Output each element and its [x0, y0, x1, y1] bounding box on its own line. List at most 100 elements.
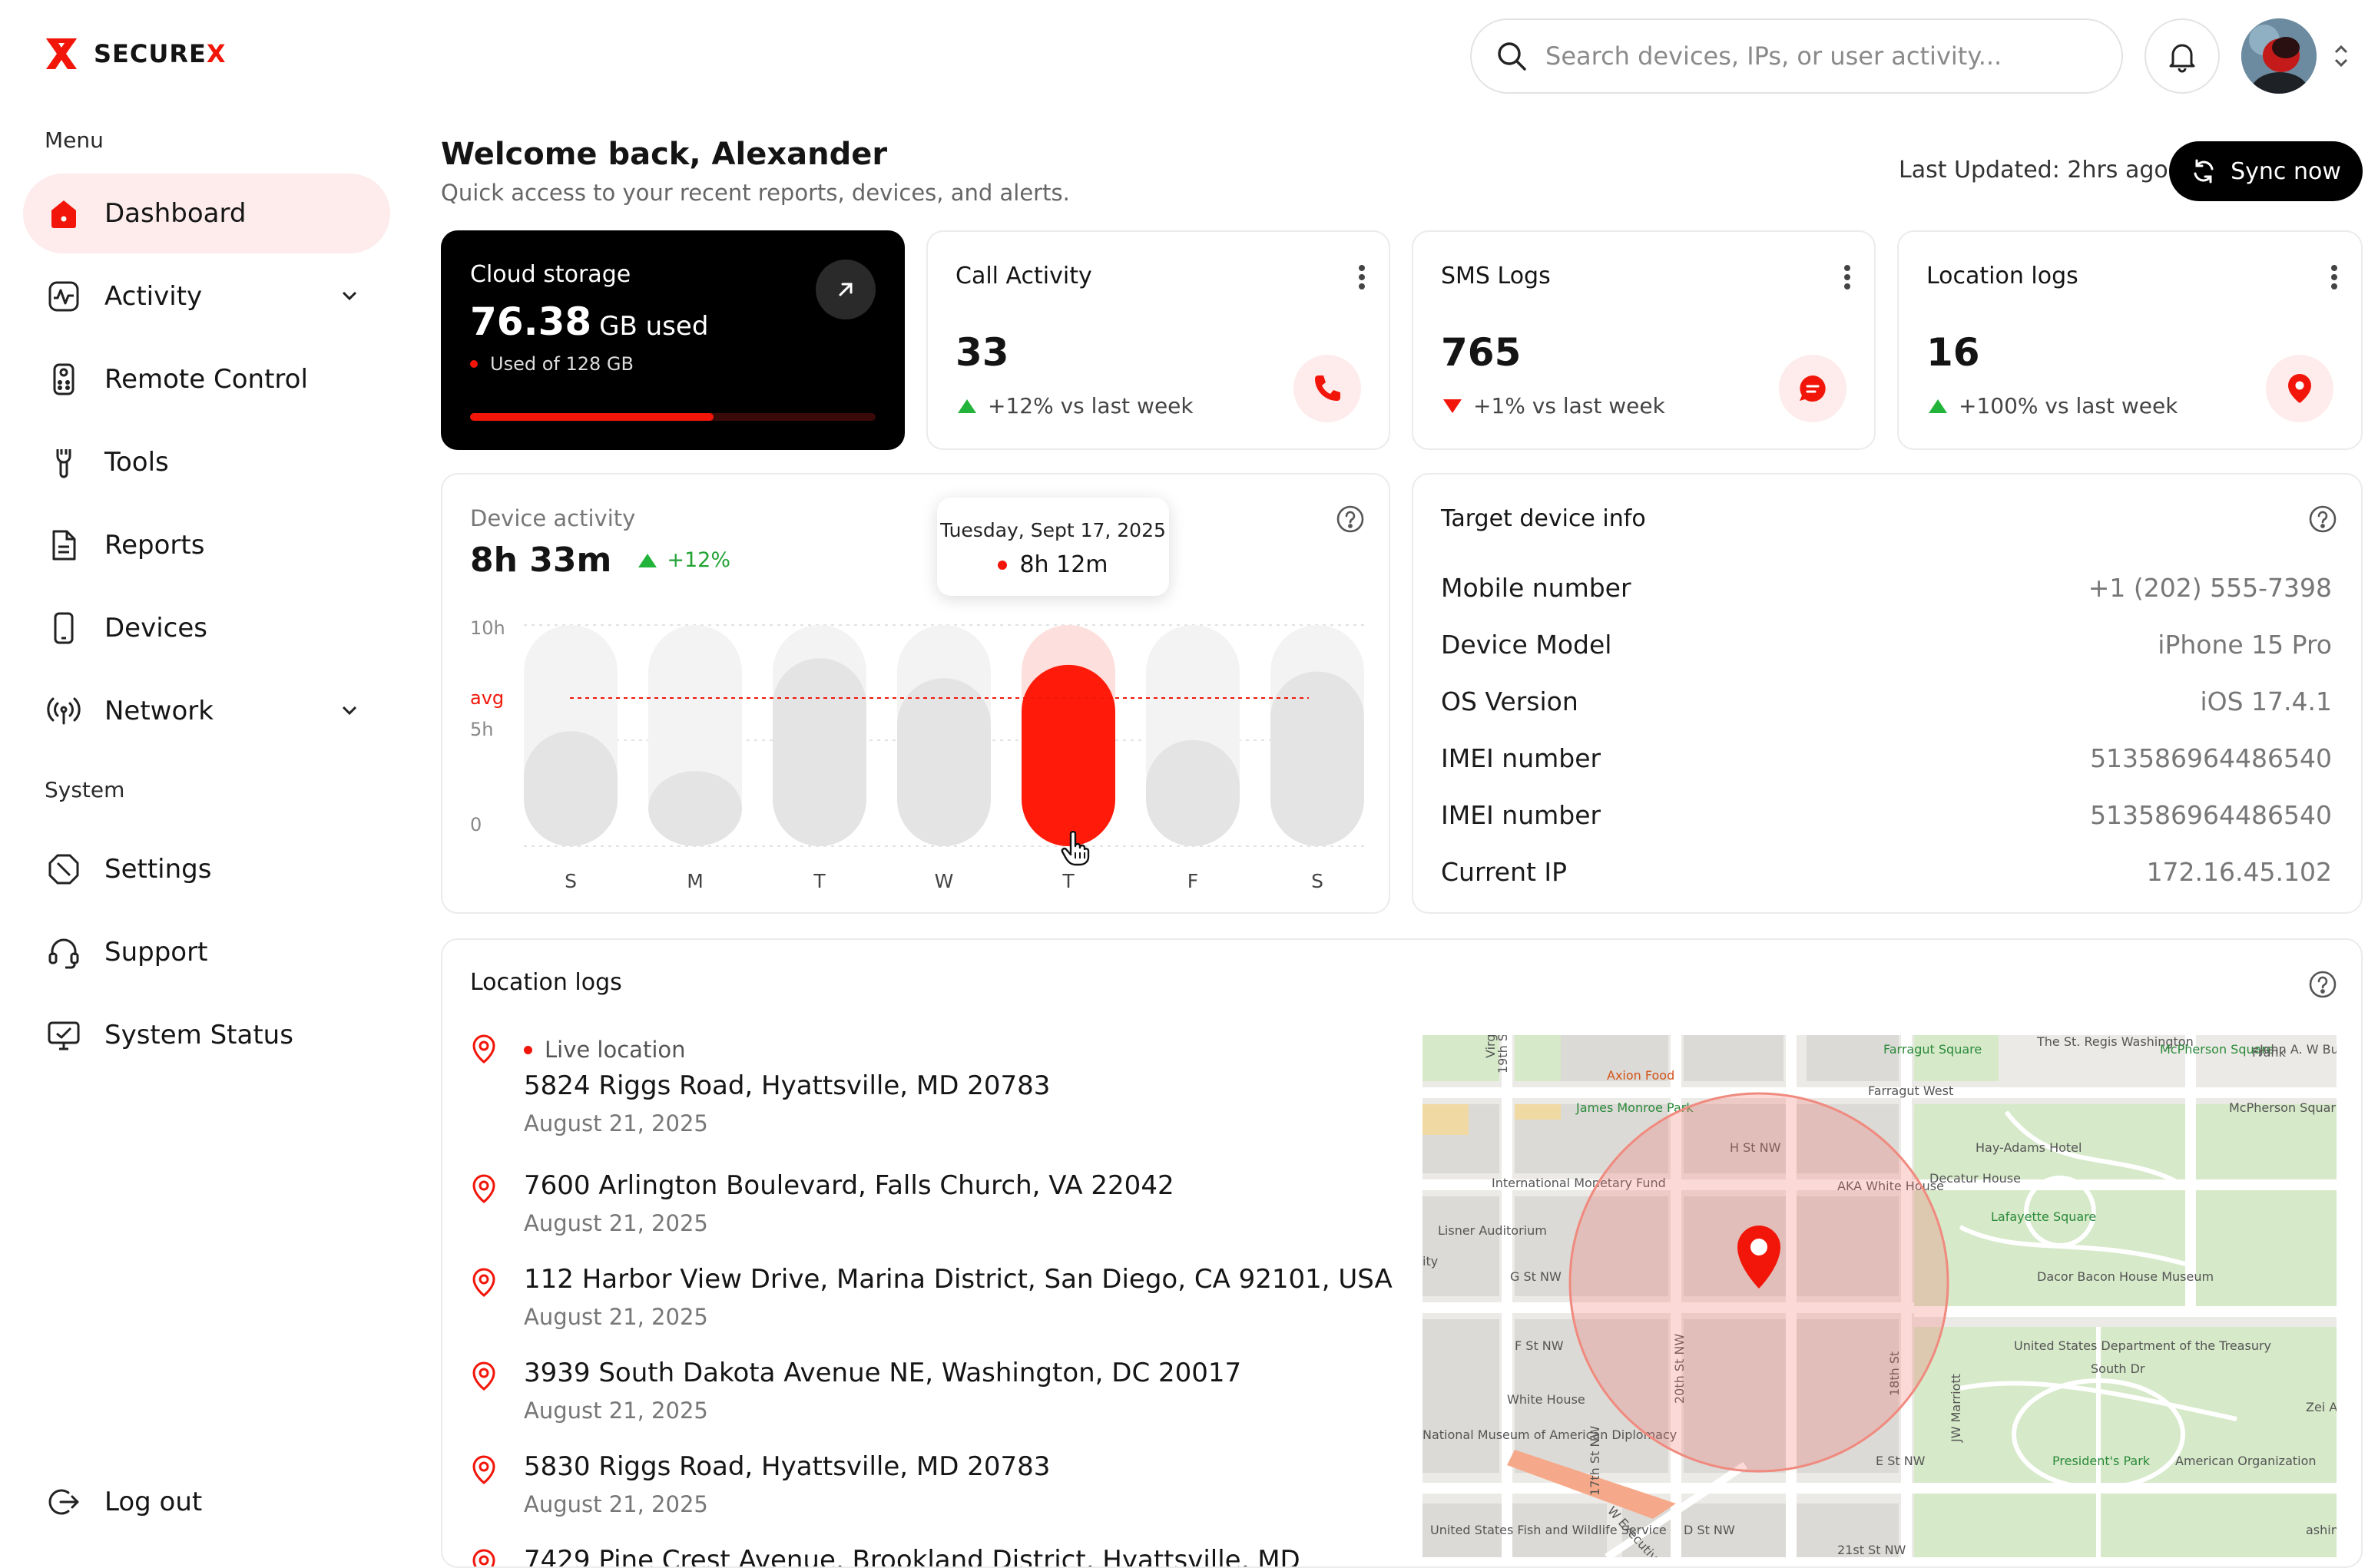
sidebar-item-label: System Status: [104, 1020, 293, 1050]
search-icon: [1498, 42, 1526, 71]
brand-logo[interactable]: SECUREX: [43, 37, 227, 71]
tooltip-dot: [998, 560, 1008, 570]
location-pin-outline-icon: [472, 1549, 495, 1566]
location-icon-badge: [2266, 355, 2333, 422]
logout-button[interactable]: Log out: [23, 1462, 390, 1542]
sidebar-item-remote-control[interactable]: Remote Control: [23, 339, 390, 419]
sidebar-item-label: Reports: [104, 530, 205, 561]
location-address: 3939 South Dakota Avenue NE, Washington,…: [524, 1358, 1242, 1388]
call-icon-badge: [1293, 355, 1361, 422]
map-label: 21st St NW: [1837, 1543, 1906, 1557]
sidebar-item-network[interactable]: Network: [23, 671, 390, 751]
chart-tooltip: Tuesday, Sept 17, 2025 8h 12m: [937, 498, 1169, 596]
account-switcher-icon[interactable]: [2330, 43, 2352, 69]
help-icon[interactable]: [2307, 504, 2338, 534]
card-title: Location logs: [1926, 263, 2078, 289]
trend-down-icon: [1443, 399, 1462, 413]
bar[interactable]: [648, 771, 742, 846]
brand-name: SECUREX: [94, 39, 227, 68]
sidebar-item-tools[interactable]: Tools: [23, 422, 390, 502]
map-label: H St NW: [1730, 1140, 1781, 1155]
x-tick-label: S: [565, 870, 577, 892]
live-location-badge: Live location: [524, 1037, 686, 1063]
map-label: 20th St NW: [1672, 1334, 1687, 1404]
card-trend: +1% vs last week: [1473, 393, 1665, 418]
sync-now-button[interactable]: Sync now: [2169, 141, 2363, 201]
sidebar-item-system-status[interactable]: System Status: [23, 995, 390, 1075]
map-label: Dacor Bacon House Museum: [2037, 1269, 2214, 1284]
bar[interactable]: [1270, 671, 1364, 846]
more-options-icon[interactable]: [2330, 264, 2338, 290]
map-label: Farragut Square: [1883, 1042, 1982, 1057]
avatar[interactable]: [2241, 18, 2317, 94]
sidebar-item-label: Network: [104, 696, 214, 726]
menu-heading: Menu: [45, 127, 104, 153]
cloud-storage-card[interactable]: Cloud storage 76.38 GB used Used of 128 …: [441, 230, 905, 450]
map-label: John A. W Buildi: [2259, 1042, 2337, 1057]
search-input[interactable]: [1545, 41, 2083, 71]
location-logs-card[interactable]: Location logs 16 +100% vs last week: [1897, 230, 2363, 450]
map-label: AKA White House: [1837, 1179, 1944, 1193]
bar[interactable]: [773, 658, 866, 846]
bar[interactable]: [897, 678, 991, 846]
sidebar-item-support[interactable]: Support: [23, 912, 390, 992]
y-tick-label: 0: [470, 814, 482, 835]
map-label: The St. Regis Washington: [2036, 1035, 2194, 1049]
more-options-icon[interactable]: [1843, 264, 1851, 290]
info-value: +1 (202) 555-7398: [2088, 573, 2332, 603]
sync-now-label: Sync now: [2231, 157, 2341, 185]
sidebar-item-settings[interactable]: Settings: [23, 829, 390, 909]
more-options-icon[interactable]: [1358, 264, 1366, 290]
trend-up-icon: [958, 399, 976, 413]
sidebar-item-label: Tools: [104, 447, 169, 478]
map-label: International Monetary Fund: [1492, 1176, 1666, 1190]
location-date: August 21, 2025: [524, 1491, 708, 1517]
system-heading: System: [45, 777, 125, 802]
page-subtitle: Quick access to your recent reports, dev…: [441, 180, 1070, 206]
sidebar-item-label: Support: [104, 937, 208, 968]
notifications-button[interactable]: [2145, 18, 2220, 94]
chevron-down-icon[interactable]: [338, 699, 361, 722]
tooltip-date: Tuesday, Sept 17, 2025: [940, 519, 1166, 541]
chevron-down-icon[interactable]: [338, 284, 361, 307]
bar[interactable]: [524, 731, 618, 846]
map-label: Frank: [2252, 1045, 2287, 1060]
bar[interactable]: [1022, 664, 1115, 846]
sidebar-item-devices[interactable]: Devices: [23, 588, 390, 668]
info-row-imei-2: IMEI number 513586964486540: [1441, 800, 2332, 830]
trend-up-icon: [638, 553, 657, 567]
map-label: Lisner Auditorium: [1438, 1223, 1547, 1238]
call-activity-card[interactable]: Call Activity 33 +12% vs last week: [926, 230, 1390, 450]
sms-logs-card[interactable]: SMS Logs 765 +1% vs last week: [1412, 230, 1876, 450]
live-dot: [524, 1045, 532, 1054]
target-device-info-card: Target device info Mobile number +1 (202)…: [1412, 473, 2363, 914]
map-label: Axion Food: [1607, 1068, 1674, 1083]
sidebar-item-reports[interactable]: Reports: [23, 505, 390, 585]
x-tick-label: F: [1187, 870, 1198, 892]
map-label: United States Fish and Wildlife Service: [1430, 1523, 1667, 1537]
sidebar-item-activity[interactable]: Activity: [23, 256, 390, 336]
card-title: Call Activity: [956, 263, 1092, 289]
sidebar-item-dashboard[interactable]: Dashboard: [23, 174, 390, 253]
open-storage-button[interactable]: [816, 260, 876, 319]
map-label: ity: [1422, 1254, 1438, 1269]
remote-icon: [46, 362, 81, 397]
location-pin-outline-icon: [472, 1174, 495, 1203]
location-pin-outline-icon: [472, 1455, 495, 1484]
info-value: 513586964486540: [2090, 800, 2332, 830]
map-label: President's Park: [2052, 1454, 2151, 1468]
help-icon[interactable]: [2307, 969, 2338, 1000]
card-value: 765: [1441, 330, 1522, 375]
info-value: 513586964486540: [2090, 743, 2332, 773]
cloud-storage-title: Cloud storage: [470, 261, 631, 288]
map-label: Lafayette Square: [1991, 1209, 2096, 1224]
bar[interactable]: [1146, 739, 1240, 846]
help-icon[interactable]: [1335, 504, 1366, 534]
map-label: National Museum of American Diplomacy: [1422, 1427, 1677, 1442]
map-label: E St NW: [1876, 1454, 1926, 1468]
map-location-pin-icon[interactable]: [1737, 1226, 1780, 1288]
search-bar[interactable]: [1470, 18, 2123, 94]
